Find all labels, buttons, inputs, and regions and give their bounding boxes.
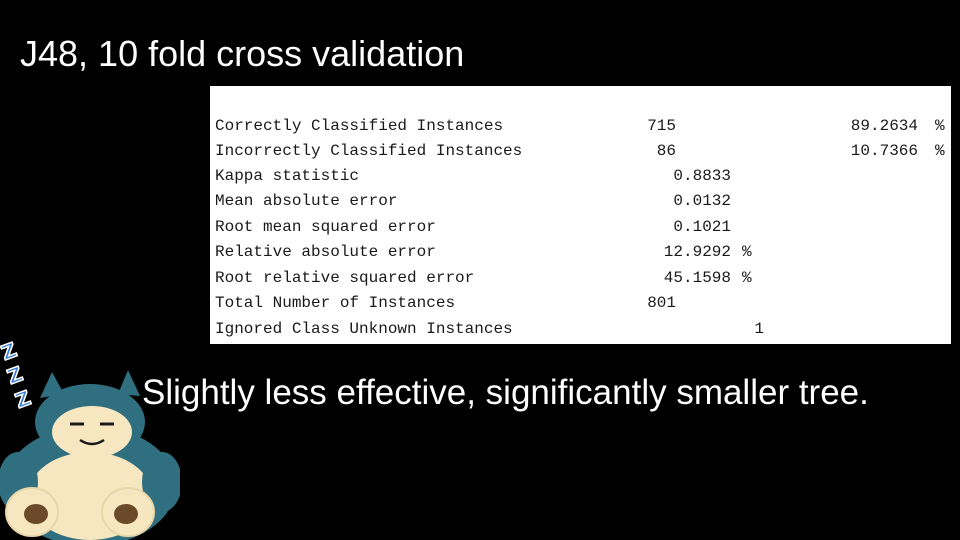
stat-value: 0.1021 [673,218,731,236]
stat-percent-unit: % [935,142,945,160]
sleep-z-letter: Z [4,362,26,390]
stat-percent: 10.7366 [850,142,918,160]
stat-value: 45.1598 [663,269,731,287]
stat-count: 801 [647,294,676,312]
stat-row-kappa: Kappa statistic 0.8833 [210,164,951,188]
stat-label: Incorrectly Classified Instances [215,142,523,160]
stat-label: Mean absolute error [215,192,398,210]
snorlax-icon: Z Z Z [0,337,180,540]
sleep-z-letter: Z [12,386,34,414]
stat-row-incorrect: Incorrectly Classified Instances 86 10.7… [210,139,951,163]
stat-count: 715 [647,117,676,135]
slide-title: J48, 10 fold cross validation [20,33,465,74]
stat-label: Total Number of Instances [215,294,456,312]
stat-label: Root mean squared error [215,218,436,236]
stat-row-mae: Mean absolute error 0.0132 [210,189,951,213]
classifier-output-panel: Correctly Classified Instances 715 89.26… [210,86,951,344]
stat-label: Correctly Classified Instances [215,117,504,135]
stat-label: Relative absolute error [215,243,436,261]
stat-row-correct: Correctly Classified Instances 715 89.26… [210,114,951,138]
stat-unit: % [742,243,752,261]
stat-count: 1 [754,320,764,338]
stat-row-rae: Relative absolute error 12.9292 % [210,240,951,264]
stat-unit: % [742,269,752,287]
stat-percent-unit: % [935,117,945,135]
stat-row-rmse: Root mean squared error 0.1021 [210,215,951,239]
stat-percent: 89.2634 [850,117,918,135]
stat-label: Kappa statistic [215,167,360,185]
stat-label: Root relative squared error [215,269,475,287]
stat-count: 86 [656,142,676,160]
stat-row-rrse: Root relative squared error 45.1598 % [210,266,951,290]
stat-row-ignored: Ignored Class Unknown Instances 1 [210,317,951,341]
slide-subtitle: Slightly less effective, significantly s… [142,373,869,412]
stat-value: 0.0132 [673,192,731,210]
stat-label: Ignored Class Unknown Instances [215,320,513,338]
stat-value: 12.9292 [663,243,731,261]
stat-value: 0.8833 [673,167,731,185]
stat-row-total: Total Number of Instances 801 [210,291,951,315]
